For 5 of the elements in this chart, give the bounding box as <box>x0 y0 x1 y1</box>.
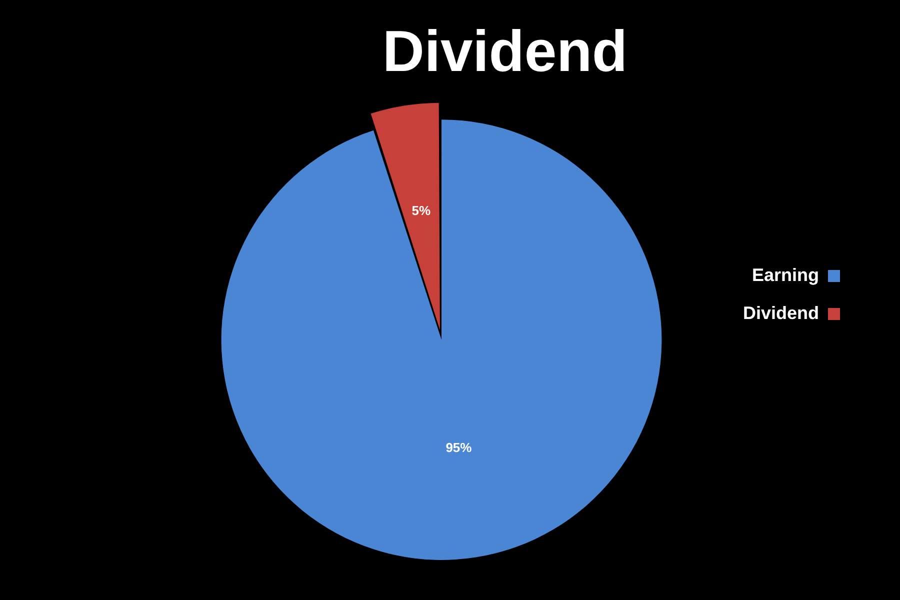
legend-label: Dividend <box>742 302 819 323</box>
data-label: 5% <box>412 202 431 218</box>
legend-label: Earning <box>752 264 819 285</box>
chart-title: Dividend <box>382 18 628 84</box>
data-label: 95% <box>446 440 472 456</box>
